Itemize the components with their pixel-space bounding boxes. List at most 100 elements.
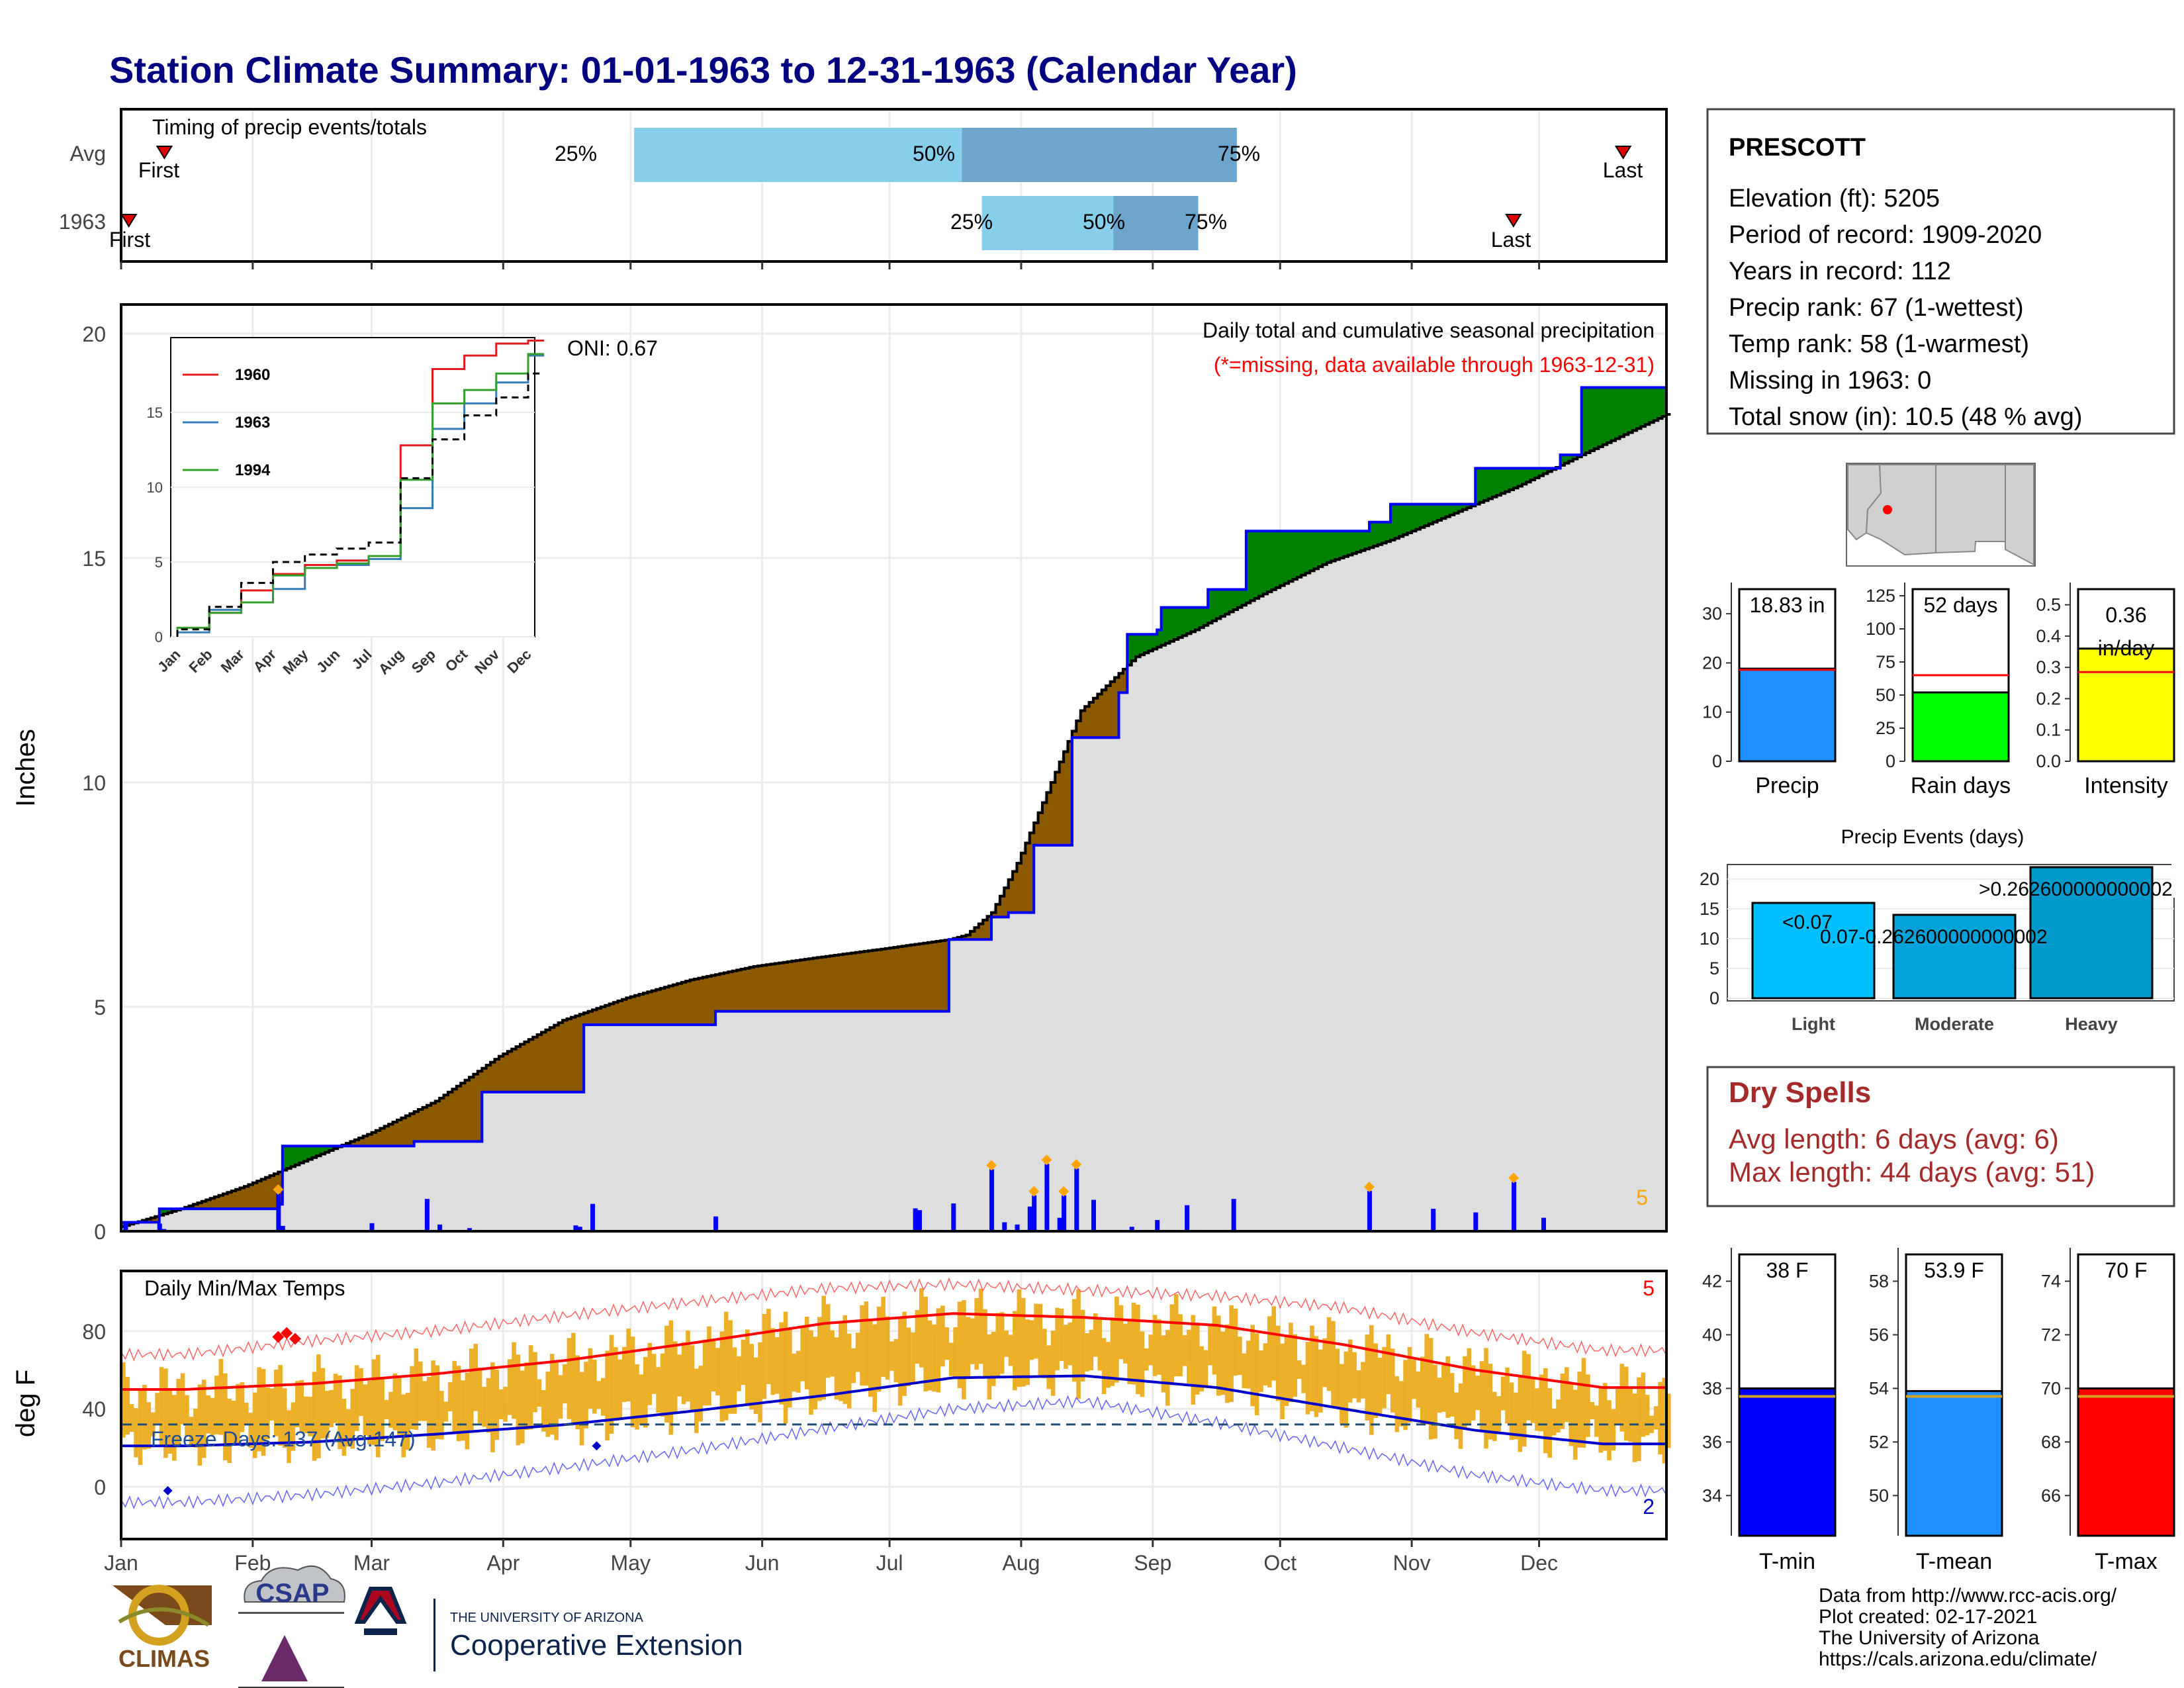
daily-temp-bar (783, 1311, 788, 1424)
precip-anomaly-segment (1318, 531, 1323, 567)
precip-anomaly-segment (796, 960, 801, 1011)
precip-anomaly-segment (1565, 455, 1569, 463)
daily-temp-bar (1602, 1383, 1608, 1451)
summary-bar-value (1738, 667, 1837, 763)
daily-temp-bar (1424, 1334, 1429, 1425)
daily-temp-bar (830, 1330, 835, 1377)
climas-logo: CLIMAS (113, 1585, 212, 1672)
precip-anomaly-segment (426, 1105, 432, 1142)
normal-cumulative-area (121, 414, 1666, 1231)
daily-temp-bar (1271, 1306, 1276, 1381)
precip-anomaly-segment (1412, 504, 1417, 532)
daily-precip-bar (1231, 1199, 1236, 1231)
precip-anomaly-segment (1216, 589, 1221, 619)
daily-temp-bar (265, 1387, 270, 1440)
temp-summary-value-label: 70 F (2105, 1258, 2147, 1282)
daily-temp-bar (380, 1378, 385, 1441)
precip-anomaly-segment (825, 956, 831, 1011)
daily-precip-bar (1473, 1212, 1479, 1231)
precip-anomaly-segment (1085, 706, 1090, 738)
daily-temp-bar (1034, 1303, 1038, 1359)
precip-anomaly-segment (1242, 589, 1247, 606)
daily-temp-bar (180, 1373, 185, 1425)
precip-anomaly-segment (851, 953, 856, 1011)
daily-temp-bar (456, 1366, 461, 1442)
daily-temp-bar (1152, 1315, 1158, 1376)
precip-anomaly-segment (150, 1217, 156, 1223)
daily-precip-bar (1027, 1206, 1032, 1231)
inset-ytick: 15 (147, 404, 163, 421)
events-label-clip (2171, 838, 2184, 898)
precip-anomaly-segment (163, 1209, 169, 1214)
daily-temp-bar (1547, 1388, 1552, 1458)
daily-temp-bar (1467, 1348, 1472, 1425)
daily-temp-bar (1021, 1297, 1026, 1387)
precip-anomaly-segment (418, 1109, 423, 1142)
precip-anomaly-segment (872, 950, 878, 1011)
temp-summary-bar (2077, 1387, 2175, 1537)
precip-anomaly-segment (1029, 833, 1034, 913)
daily-temp-bar (1013, 1311, 1017, 1391)
daily-temp-bar (146, 1402, 152, 1449)
precip-anomaly-segment (686, 981, 691, 1025)
precip-anomaly-segment (1195, 607, 1200, 630)
precip-anomaly-segment (563, 1020, 568, 1092)
precip-anomaly-segment (236, 1189, 241, 1209)
daily-temp-bar (1518, 1374, 1523, 1452)
year-last-label: Last (1491, 228, 1531, 252)
precip-anomaly-segment (927, 942, 933, 1011)
extreme-precip-marker (1363, 1181, 1375, 1192)
precip-anomaly-segment (461, 1083, 466, 1142)
precip-anomaly-segment (1505, 468, 1510, 492)
daily-precip-bar (951, 1203, 956, 1231)
precip-anomaly-segment (617, 1001, 623, 1025)
daily-temp-bar (1331, 1321, 1336, 1407)
precip-anomaly-segment (1144, 634, 1149, 653)
precip-anomaly-segment (1280, 531, 1285, 586)
precip-anomaly-segment (1590, 387, 1595, 451)
footer-line-2: Plot created: 02-17-2021 (1819, 1606, 2037, 1628)
precip-anomaly-segment (1488, 468, 1493, 499)
daily-temp-bar (656, 1367, 660, 1413)
daily-temp-bar (201, 1380, 206, 1458)
daily-temp-bar (647, 1342, 652, 1405)
precip-anomaly-segment (1632, 387, 1637, 431)
events-bar (1892, 914, 2017, 1000)
daily-precip-bar (590, 1203, 596, 1231)
daily-temp-bar (185, 1395, 189, 1436)
daily-temp-bar (1394, 1376, 1400, 1432)
daily-temp-bar (902, 1311, 907, 1396)
daily-precip-bar (577, 1227, 582, 1231)
daily-temp-bar (329, 1389, 334, 1428)
daily-temp-bar (1122, 1323, 1128, 1364)
ua-large-text: Cooperative Extension (450, 1629, 743, 1662)
daily-temp-bar (962, 1299, 966, 1400)
precip-anomaly-segment (371, 1132, 377, 1147)
daily-temp-bar (1658, 1382, 1662, 1455)
daily-temp-bar (889, 1341, 894, 1371)
daily-temp-bar (278, 1364, 283, 1446)
station-line-elevation: Elevation (ft): 5205 (1729, 185, 1940, 212)
daily-temp-bar (1199, 1346, 1204, 1391)
daily-temp-bar (567, 1338, 572, 1419)
timing-marker-triangle (1614, 146, 1632, 160)
precip-anomaly-segment (1331, 531, 1336, 561)
summary-bar-ytick: 10 (1702, 702, 1722, 722)
temp-summary-label: T-min (1759, 1549, 1815, 1574)
daily-temp-bar (953, 1327, 958, 1377)
daily-temp-bar (983, 1309, 987, 1379)
daily-temp-bar (473, 1344, 478, 1411)
precip-ytick-20: 20 (82, 322, 106, 346)
precip-anomaly-segment (295, 1146, 300, 1165)
csap-logo: CSAP (238, 1565, 345, 1688)
precip-anomaly-segment (558, 1023, 563, 1092)
precip-anomaly-segment (1572, 455, 1578, 459)
daily-temp-bar (172, 1395, 177, 1461)
precip-anomaly-segment (1560, 455, 1565, 465)
daily-temp-bar (1479, 1361, 1484, 1432)
daily-temp-bar (388, 1391, 393, 1428)
precip-anomaly-segment (1602, 387, 1608, 445)
summary-bar-ytick: 0.5 (2036, 595, 2061, 615)
precip-anomaly-segment (218, 1195, 224, 1209)
precip-anomaly-segment (1055, 772, 1060, 845)
